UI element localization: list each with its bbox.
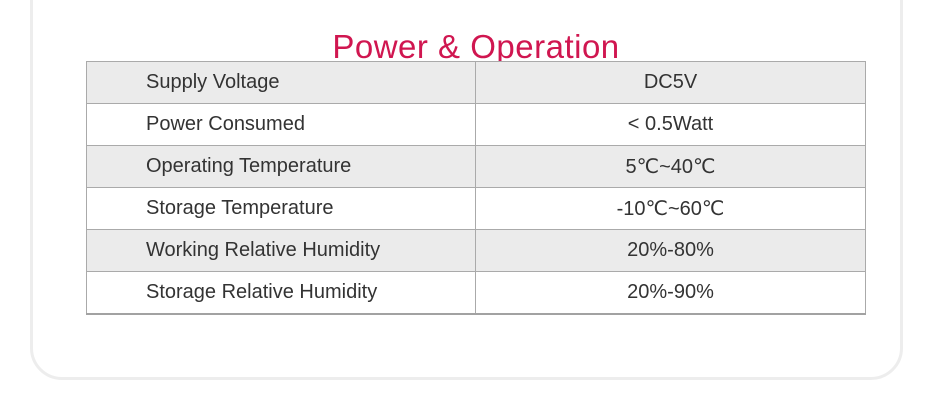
power-operation-spec-table: Supply Voltage DC5V Power Consumed < 0.5Wat… (86, 61, 866, 315)
spec-table-body: Supply Voltage DC5V Power Consumed < 0.5Wat… (86, 61, 866, 315)
spec-table-row: Storage Temperature -10℃~60℃ (86, 187, 866, 230)
spec-table-row: Working Relative Humidity 20%-80% (86, 229, 866, 272)
spec-value: 20%-90% (475, 271, 866, 315)
spec-table-row: Supply Voltage DC5V (86, 61, 866, 104)
spec-label: Working Relative Humidity (86, 229, 476, 272)
spec-value: 5℃~40℃ (475, 145, 866, 188)
spec-value: DC5V (475, 61, 866, 104)
spec-label: Storage Relative Humidity (86, 271, 476, 315)
spec-label: Power Consumed (86, 103, 476, 146)
spec-label: Supply Voltage (86, 61, 476, 104)
spec-value: -10℃~60℃ (475, 187, 866, 230)
spec-label: Storage Temperature (86, 187, 476, 230)
spec-table-row: Power Consumed < 0.5Watt (86, 103, 866, 146)
rounded-card-border (30, 0, 903, 380)
section-title: Power & Operation (332, 28, 620, 66)
spec-label: Operating Temperature (86, 145, 476, 188)
spec-table-row: Storage Relative Humidity 20%-90% (86, 271, 866, 315)
spec-value: 20%-80% (475, 229, 866, 272)
spec-table-row: Operating Temperature 5℃~40℃ (86, 145, 866, 188)
spec-value: < 0.5Watt (475, 103, 866, 146)
